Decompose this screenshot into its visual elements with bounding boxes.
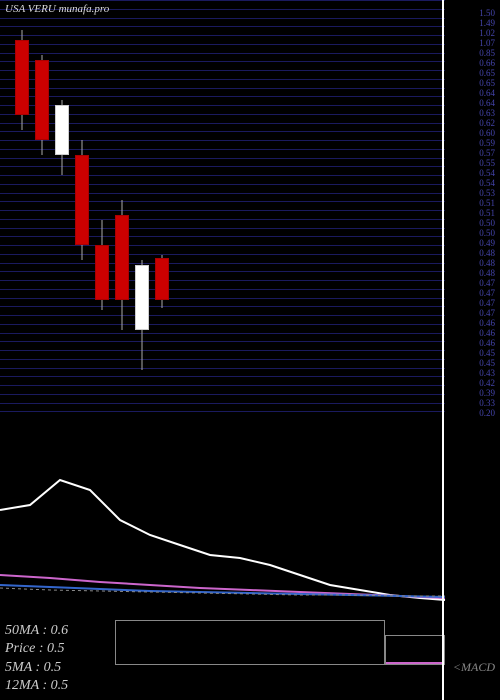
price-label: 0.42 bbox=[479, 378, 495, 388]
info-box: 50MA : 0.6Price : 0.55MA : 0.512MA : 0.5 bbox=[5, 622, 68, 695]
price-label: 0.50 bbox=[479, 218, 495, 228]
cursor-line bbox=[442, 0, 444, 700]
price-chart-panel[interactable]: USA VERU munafa.pro 1.501.491.021.070.85… bbox=[0, 0, 500, 420]
price-label: 0.43 bbox=[479, 368, 495, 378]
ticker-label: USA VERU munafa.pro bbox=[5, 3, 109, 15]
price-label: 1.49 bbox=[479, 18, 495, 28]
price-label: 0.48 bbox=[479, 268, 495, 278]
price-label: 1.07 bbox=[479, 38, 495, 48]
candle-body bbox=[35, 60, 49, 140]
candle-body bbox=[55, 105, 69, 155]
price-label: 0.48 bbox=[479, 248, 495, 258]
price-label: 0.50 bbox=[479, 228, 495, 238]
candle bbox=[15, 0, 29, 420]
candle-body bbox=[75, 155, 89, 245]
price-label: 0.47 bbox=[479, 298, 495, 308]
chart-container: USA VERU munafa.pro 1.501.491.021.070.85… bbox=[0, 0, 500, 700]
candle bbox=[75, 0, 89, 420]
macd-box bbox=[115, 620, 385, 665]
price-axis-labels: 1.501.491.021.070.850.660.650.650.640.64… bbox=[445, 0, 495, 420]
price-label: 0.51 bbox=[479, 208, 495, 218]
price-label: 0.65 bbox=[479, 68, 495, 78]
price-label: 0.47 bbox=[479, 278, 495, 288]
price-label: 0.54 bbox=[479, 168, 495, 178]
price-label: 0.66 bbox=[479, 58, 495, 68]
info-line: 12MA : 0.5 bbox=[5, 677, 68, 695]
price-label: 0.64 bbox=[479, 88, 495, 98]
price-label: 0.85 bbox=[479, 48, 495, 58]
price-label: 0.51 bbox=[479, 198, 495, 208]
price-label: 0.55 bbox=[479, 158, 495, 168]
price-label: 0.39 bbox=[479, 388, 495, 398]
candle bbox=[55, 0, 69, 420]
price-label: 0.57 bbox=[479, 148, 495, 158]
price-label: 0.59 bbox=[479, 138, 495, 148]
price-label: 0.65 bbox=[479, 78, 495, 88]
ma-line bbox=[0, 575, 445, 598]
price-label: 0.45 bbox=[479, 358, 495, 368]
price-label: 0.45 bbox=[479, 348, 495, 358]
candle bbox=[135, 0, 149, 420]
info-line: Price : 0.5 bbox=[5, 640, 68, 658]
price-label: 0.47 bbox=[479, 288, 495, 298]
macd-label: <MACD bbox=[453, 660, 495, 675]
price-label: 1.50 bbox=[479, 8, 495, 18]
candle-body bbox=[15, 40, 29, 115]
info-line: 50MA : 0.6 bbox=[5, 622, 68, 640]
price-label: 0.20 bbox=[479, 408, 495, 418]
info-line: 5MA : 0.5 bbox=[5, 659, 68, 677]
price-label: 0.60 bbox=[479, 128, 495, 138]
price-label: 1.02 bbox=[479, 28, 495, 38]
price-label: 0.49 bbox=[479, 238, 495, 248]
candle bbox=[115, 0, 129, 420]
price-label: 0.46 bbox=[479, 338, 495, 348]
price-label: 0.46 bbox=[479, 328, 495, 338]
price-label: 0.54 bbox=[479, 178, 495, 188]
candle-body bbox=[155, 258, 169, 300]
price-label: 0.47 bbox=[479, 308, 495, 318]
candle bbox=[35, 0, 49, 420]
price-label: 0.62 bbox=[479, 118, 495, 128]
price-label: 0.64 bbox=[479, 98, 495, 108]
candlesticks bbox=[0, 0, 445, 420]
price-label: 0.46 bbox=[479, 318, 495, 328]
candle bbox=[95, 0, 109, 420]
price-label: 0.53 bbox=[479, 188, 495, 198]
price-label: 0.48 bbox=[479, 258, 495, 268]
candle-body bbox=[115, 215, 129, 300]
ma-line bbox=[0, 480, 445, 600]
candle-body bbox=[95, 245, 109, 300]
candle-body bbox=[135, 265, 149, 330]
macd-box bbox=[385, 635, 445, 665]
candle bbox=[155, 0, 169, 420]
price-label: 0.63 bbox=[479, 108, 495, 118]
price-label: 0.33 bbox=[479, 398, 495, 408]
